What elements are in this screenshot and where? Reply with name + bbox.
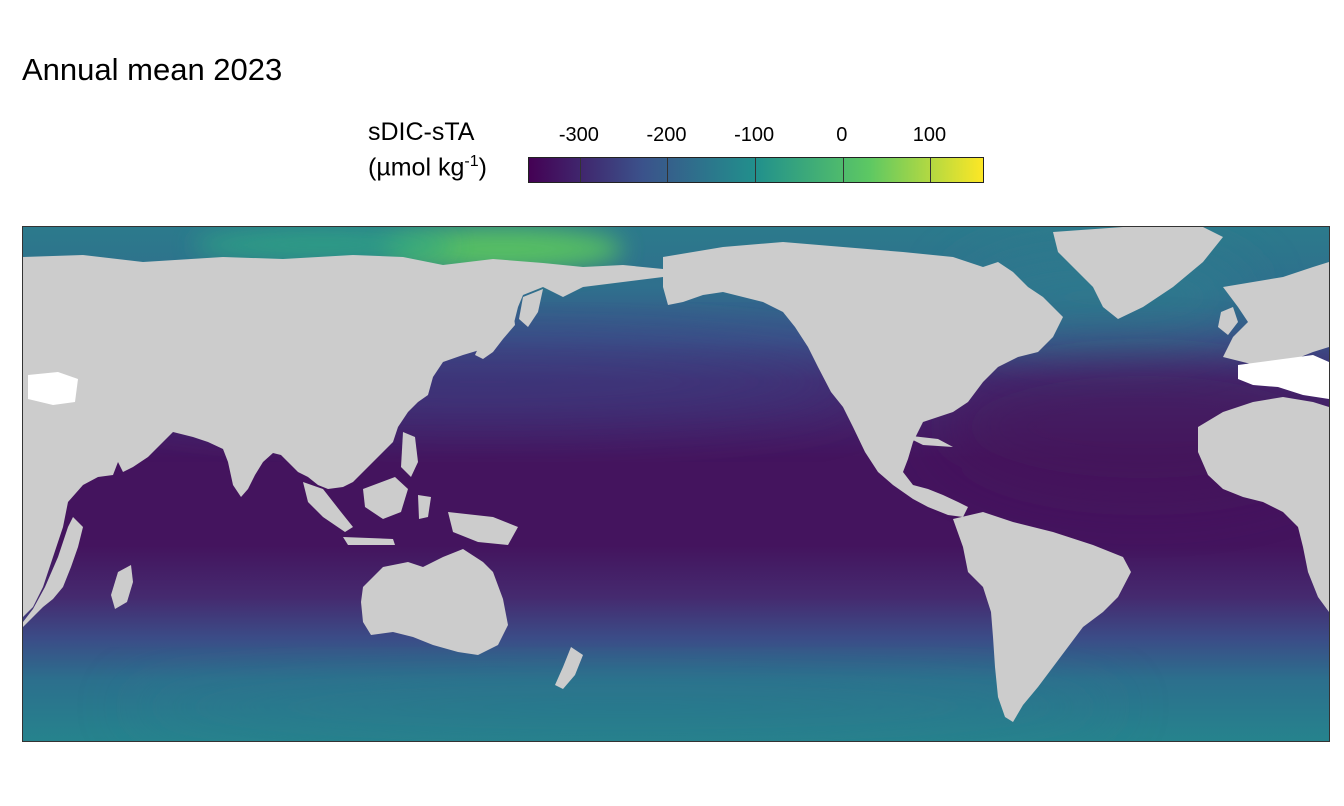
colorbar-tick	[755, 158, 757, 182]
colorbar-tick	[842, 158, 844, 182]
colorbar-tick-label: -100	[734, 124, 775, 146]
colorbar-tick-label: 0	[836, 124, 848, 146]
land-africa-east	[23, 517, 83, 627]
colorbar-tick	[930, 158, 932, 182]
land-british-isles	[1218, 307, 1238, 335]
missing-caspian	[28, 372, 78, 405]
land-borneo	[363, 477, 408, 519]
colorbar-tick-label: -300	[558, 124, 599, 146]
land-mask	[23, 227, 1329, 722]
colorbar-tick-label: -200	[646, 124, 687, 146]
legend-title-unit: (µmol kg-1)	[368, 153, 487, 182]
land-eurasia	[23, 255, 663, 617]
land-cuba	[903, 435, 953, 447]
land-europe	[1223, 262, 1329, 367]
land-greenland	[1053, 227, 1223, 319]
land-java	[343, 537, 395, 545]
land-sumatra	[303, 482, 353, 532]
land-sulawesi	[418, 495, 431, 519]
land-south-america	[953, 512, 1131, 722]
land-new-zealand	[555, 647, 583, 689]
land-japan	[475, 309, 515, 359]
colorbar-tick-labels: -300 -200 -100 0 100	[528, 124, 984, 150]
land-philippines	[401, 432, 418, 477]
missing-data-regions	[28, 355, 1329, 405]
colorbar-tick	[667, 158, 669, 182]
land-north-america	[663, 242, 1063, 517]
land-australia	[361, 549, 508, 655]
map-panel	[22, 226, 1330, 742]
ocean-field-map	[23, 227, 1329, 741]
colorbar	[528, 157, 984, 183]
land-new-guinea	[448, 512, 518, 545]
chart-title: Annual mean 2023	[22, 52, 283, 87]
land-madagascar	[111, 565, 133, 609]
land-kamchatka	[519, 289, 543, 327]
legend-title: sDIC-sTA (µmol kg-1)	[368, 117, 487, 182]
colorbar-tick	[579, 158, 581, 182]
missing-mediterranean	[1238, 355, 1329, 399]
legend-title-variable: sDIC-sTA	[368, 118, 475, 146]
colorbar-tick-label: 100	[912, 124, 947, 146]
land-africa-west	[1198, 397, 1329, 612]
